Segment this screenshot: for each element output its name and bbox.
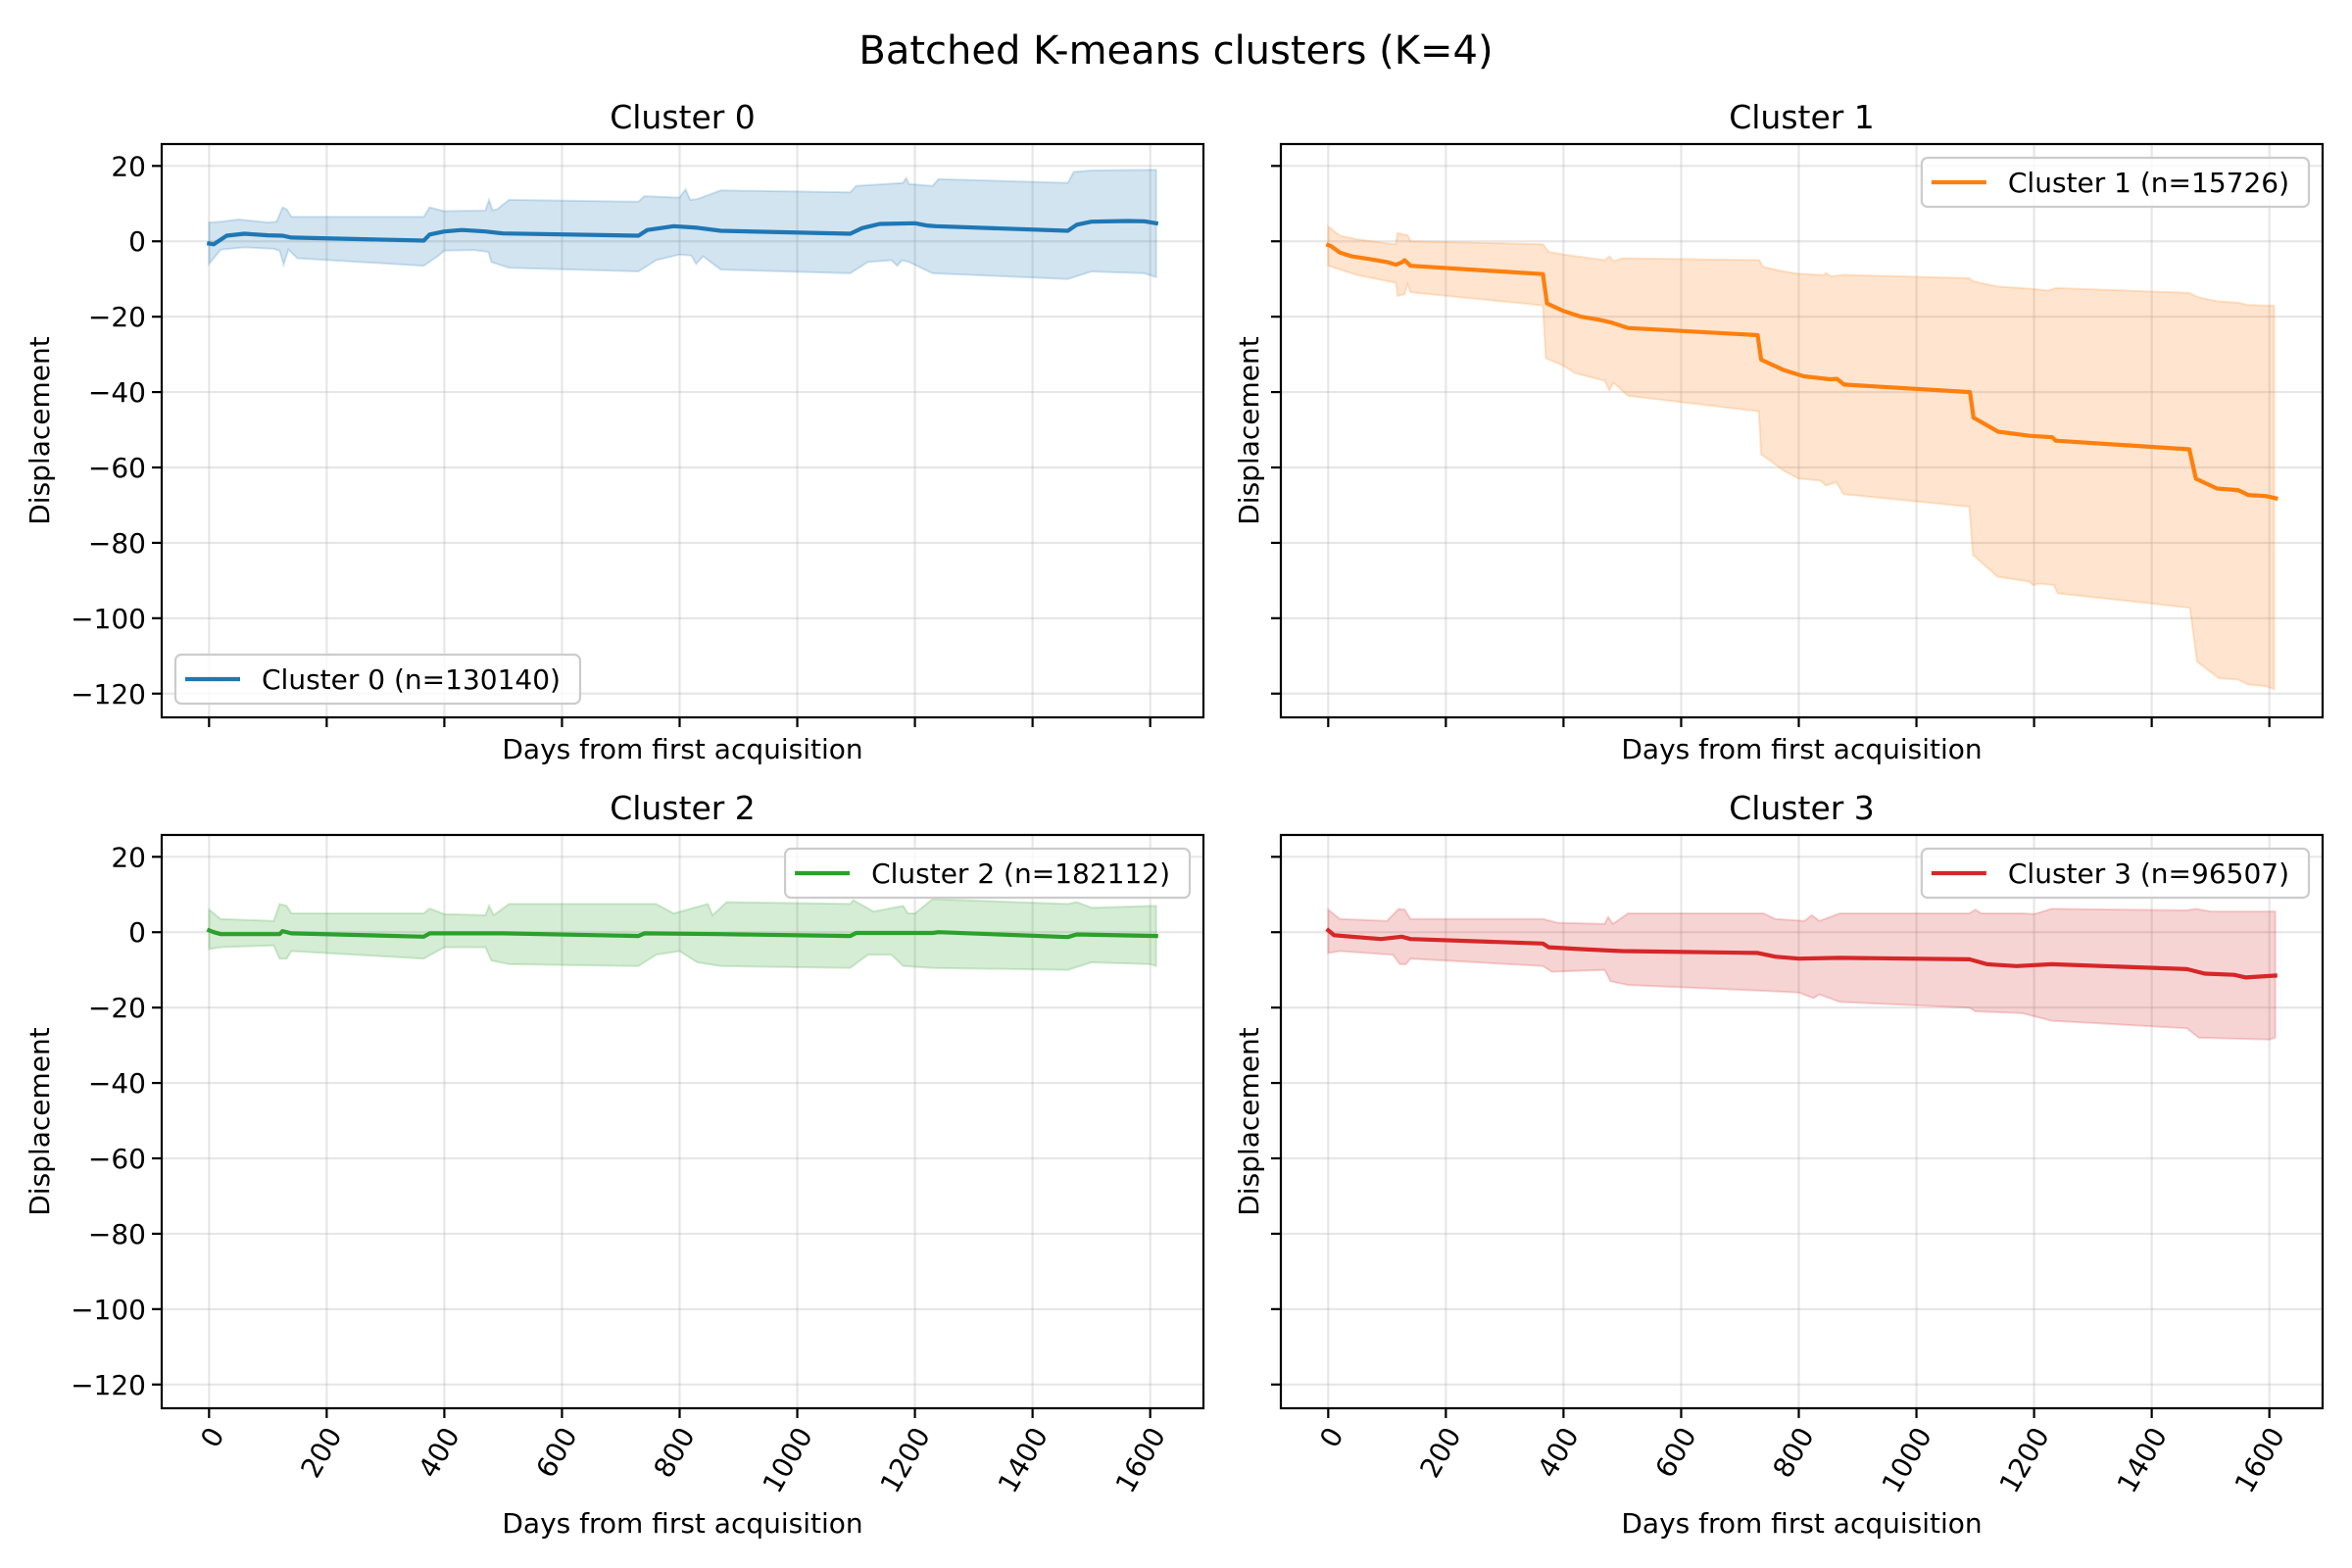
mean-line <box>1325 927 2278 980</box>
panel-title: Cluster 0 <box>610 98 756 136</box>
legend: Cluster 1 (n=15726) <box>1920 156 2311 209</box>
y-tick-label: −20 <box>88 301 146 333</box>
x-axis-label: Days from first acquisition <box>502 1507 862 1540</box>
y-tick-label: −100 <box>71 603 146 635</box>
confidence-band <box>1327 224 2276 691</box>
legend-label: Cluster 1 (n=15726) <box>2008 167 2289 199</box>
y-tick-label: −60 <box>88 452 146 484</box>
panel-title: Cluster 1 <box>1729 98 1875 136</box>
gridlines <box>162 144 1203 717</box>
y-axis-label: Displacement <box>1233 1027 1265 1216</box>
y-tick-label: 0 <box>128 916 146 949</box>
axes-frame <box>1279 833 2325 1410</box>
y-tick-label: −100 <box>71 1294 146 1326</box>
legend-frame <box>1920 847 2311 900</box>
y-tick-label: −40 <box>88 376 146 409</box>
y-tick-label: 0 <box>128 225 146 258</box>
y-tick-label: −60 <box>88 1143 146 1175</box>
panel-cluster-1: Cluster 1 Days from first acquisition Disp… <box>1233 98 2325 765</box>
mean-line <box>206 219 1159 247</box>
mean-line <box>1325 242 2278 502</box>
legend-frame <box>783 847 1192 900</box>
axes-frame <box>1279 142 2325 719</box>
confidence-band <box>1327 907 2277 1041</box>
y-tick-label: 20 <box>111 150 146 182</box>
axes-frame <box>160 833 1205 1410</box>
x-axis-label: Days from first acquisition <box>1621 1507 1982 1540</box>
mean-line <box>206 927 1158 940</box>
y-tick-label: −120 <box>71 1369 146 1401</box>
legend-label: Cluster 0 (n=130140) <box>262 663 561 696</box>
y-tick-label: −40 <box>88 1067 146 1100</box>
gridlines <box>162 835 1203 1408</box>
legend-frame <box>1920 156 2311 209</box>
panel-title: Cluster 3 <box>1729 789 1875 827</box>
panel-cluster-0: 20 0 −20 −40 −60 −80 −100 −120 Cluster 0 Days fro… <box>24 98 1205 765</box>
legend-frame <box>173 653 582 706</box>
y-tick-label: 20 <box>111 841 146 873</box>
axes-background <box>162 835 1203 1408</box>
figure-title: Batched K-means clusters (K=4) <box>858 28 1493 74</box>
axes-background <box>1281 835 2323 1408</box>
y-tick-label: −80 <box>88 527 146 560</box>
y-tick-label: −80 <box>88 1218 146 1250</box>
legend: Cluster 2 (n=182112) <box>783 847 1192 900</box>
panel-title: Cluster 2 <box>610 789 756 827</box>
legend: Cluster 3 (n=96507) <box>1920 847 2311 900</box>
x-axis-label: Days from first acquisition <box>502 733 862 765</box>
y-tick-label: −120 <box>71 678 146 710</box>
x-axis-label: Days from first acquisition <box>1621 733 1982 765</box>
legend-label: Cluster 2 (n=182112) <box>871 858 1170 890</box>
y-axis-label: Displacement <box>24 336 56 525</box>
y-tick-label: −20 <box>88 992 146 1024</box>
y-axis-label: Displacement <box>1233 336 1265 525</box>
legend-label: Cluster 3 (n=96507) <box>2008 858 2289 890</box>
axes-frame <box>160 142 1205 719</box>
axes-background <box>1281 144 2323 717</box>
y-axis-label: Displacement <box>24 1027 56 1216</box>
legend: Cluster 0 (n=130140) <box>173 653 582 706</box>
